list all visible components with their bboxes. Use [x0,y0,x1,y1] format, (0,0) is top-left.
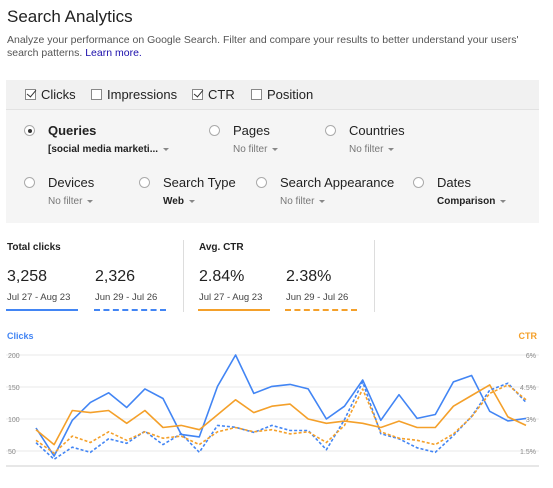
total-clicks-header: Total clicks [7,242,61,253]
position-label: Position [267,87,314,102]
left-tick-label: 100 [8,417,20,424]
ctr-label: CTR [208,87,235,102]
clicks-previous-value: 2,326 [95,268,136,285]
ctr-current-value: 2.84% [199,268,245,285]
search-type-label: Search Type [163,175,236,190]
clicks-label: Clicks [41,87,76,102]
ctr-current-underline [198,309,270,311]
radio-icon [24,177,35,188]
page-title: Search Analytics [7,7,133,26]
divider [374,240,375,312]
devices-value[interactable]: No filter [48,196,94,207]
chevron-down-icon [388,147,395,151]
page-description: Analyze your performance on Google Searc… [7,34,537,60]
filter-panel: Queries [social media marketi... Pages N… [6,110,539,223]
dates-label: Dates [437,175,471,190]
clicks-previous-line [35,381,527,461]
search-appearance-label: Search Appearance [280,175,395,190]
avg-ctr-header: Avg. CTR [199,242,244,253]
clicks-current-range: Jul 27 - Aug 23 [7,292,71,303]
ctr-previous-value: 2.38% [286,268,332,285]
countries-value[interactable]: No filter [349,144,395,155]
left-axis-label: Clicks [7,331,34,341]
radio-icon [139,177,150,188]
search-appearance-value[interactable]: No filter [280,196,326,207]
impressions-label: Impressions [107,87,178,102]
clicks-current-underline [6,309,78,311]
ctr-previous-line [35,384,527,454]
search-type-value[interactable]: Web [163,196,195,207]
radio-selected-icon [24,125,35,136]
chevron-down-icon [319,199,326,203]
impressions-checkbox[interactable]: Impressions [91,87,177,102]
left-tick-label: 50 [8,449,16,456]
ctr-current-line [35,384,527,446]
radio-icon [209,125,220,136]
radio-icon [256,177,267,188]
dates-value[interactable]: Comparison [437,196,507,207]
divider [183,240,184,312]
clicks-previous-underline [94,309,166,311]
chevron-down-icon [163,147,170,151]
chevron-down-icon [500,199,507,203]
countries-label: Countries [349,123,405,138]
clicks-previous-range: Jun 29 - Jul 26 [95,292,158,303]
right-axis-label: CTR [519,331,538,341]
ctr-previous-range: Jun 29 - Jul 26 [286,292,349,303]
checkbox-icon [192,89,203,100]
pages-value[interactable]: No filter [233,144,279,155]
devices-label: Devices [48,175,95,190]
radio-icon [325,125,336,136]
learn-more-link[interactable]: Learn more. [85,47,142,59]
left-tick-label: 150 [8,385,20,392]
chevron-down-icon [188,199,195,203]
left-tick-label: 200 [8,353,20,360]
ctr-previous-underline [285,309,357,311]
right-tick-label: 3% [526,417,536,424]
queries-label: Queries [48,123,97,138]
checkbox-icon [91,89,102,100]
ctr-current-range: Jul 27 - Aug 23 [199,292,263,303]
radio-icon [413,177,424,188]
checkbox-icon [25,89,36,100]
metric-selector: Clicks Impressions CTR Position [6,80,539,110]
checkbox-icon [251,89,262,100]
clicks-current-value: 3,258 [7,268,48,285]
pages-label: Pages [233,123,270,138]
right-tick-label: 4.5% [520,385,536,392]
right-tick-label: 1.5% [520,449,536,456]
chevron-down-icon [87,199,94,203]
ctr-checkbox[interactable]: CTR [192,87,235,102]
position-checkbox[interactable]: Position [251,87,313,102]
right-tick-label: 6% [526,353,536,360]
queries-value[interactable]: [social media marketi... [48,144,170,155]
clicks-checkbox[interactable]: Clicks [25,87,76,102]
description-text: Analyze your performance on Google Searc… [7,34,519,59]
chevron-down-icon [272,147,279,151]
clicks-current-line [35,354,527,457]
